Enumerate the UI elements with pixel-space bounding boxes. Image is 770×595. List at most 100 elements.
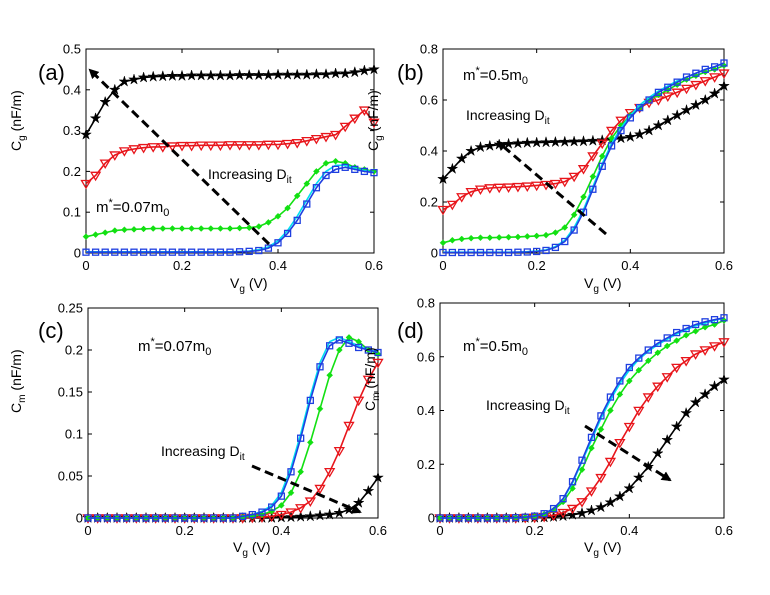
data-point	[561, 237, 569, 246]
series-blue	[436, 314, 728, 522]
data-point	[570, 211, 578, 219]
data-point	[255, 223, 263, 230]
y-tick-label: 0.4	[63, 82, 81, 97]
data-point	[689, 98, 702, 111]
data-point	[243, 141, 255, 151]
data-point	[680, 406, 693, 419]
data-point	[108, 83, 121, 95]
annotation-text: Increasing Dit	[466, 107, 550, 127]
data-point	[168, 248, 177, 256]
data-point	[123, 514, 131, 522]
data-point	[195, 69, 208, 81]
data-point	[586, 134, 599, 146]
data-point	[455, 514, 463, 522]
data-point	[644, 346, 652, 354]
data-point	[345, 339, 353, 347]
data-point	[624, 130, 637, 143]
data-point	[446, 200, 459, 211]
effective-mass-label: m*=0.07m0	[138, 336, 211, 358]
increasing-dit-arrow	[496, 140, 607, 236]
data-point	[291, 139, 303, 149]
data-point	[171, 514, 179, 522]
data-point	[673, 337, 681, 344]
data-point	[558, 135, 571, 148]
data-point	[128, 145, 140, 155]
data-point	[673, 328, 681, 337]
data-point	[300, 68, 313, 80]
data-point	[717, 373, 731, 385]
data-point	[708, 87, 721, 99]
data-point	[523, 233, 531, 240]
data-point	[371, 471, 385, 483]
data-point	[458, 235, 466, 243]
data-point	[214, 141, 227, 152]
data-point	[262, 140, 275, 151]
y-tick-label: 0.05	[58, 469, 83, 484]
data-point	[137, 143, 150, 154]
data-point	[533, 232, 541, 240]
series-line	[88, 336, 379, 519]
y-tick-label: 0.25	[58, 301, 83, 316]
data-point	[362, 375, 374, 386]
data-point	[258, 508, 266, 516]
data-point	[607, 407, 614, 414]
data-point	[319, 67, 333, 80]
data-point	[642, 393, 654, 403]
data-point	[368, 118, 380, 129]
data-point	[303, 180, 311, 187]
data-point	[689, 396, 702, 408]
series-line	[440, 378, 725, 519]
data-point	[159, 225, 167, 232]
data-point	[633, 406, 645, 417]
data-point	[253, 141, 265, 151]
data-point	[587, 152, 599, 162]
y-tick-label: 0.4	[420, 144, 438, 159]
y-tick-label: 0.5	[63, 42, 81, 57]
data-point	[671, 88, 683, 99]
data-point	[465, 144, 478, 157]
data-point	[271, 68, 285, 80]
data-point	[616, 377, 624, 385]
data-point	[661, 373, 673, 383]
data-point	[219, 514, 227, 522]
x-axis-title: Vg (V)	[584, 539, 622, 559]
x-tick-label: 0.6	[715, 258, 733, 273]
data-point	[616, 391, 624, 398]
data-point	[316, 405, 324, 413]
data-point	[91, 248, 100, 256]
y-tick-label: 0.4	[417, 403, 435, 418]
data-point	[178, 225, 186, 232]
data-point	[109, 151, 121, 161]
data-point	[530, 136, 543, 148]
data-point	[268, 503, 276, 511]
data-point	[120, 248, 129, 256]
data-point	[166, 142, 179, 152]
panel-label: (a)	[38, 60, 65, 85]
data-point	[559, 494, 567, 503]
series-line	[440, 317, 725, 519]
x-tick-label: 0.2	[528, 258, 546, 273]
data-point	[187, 248, 196, 256]
data-point	[103, 514, 111, 522]
data-point	[235, 248, 244, 256]
series-green	[439, 62, 728, 247]
data-point	[654, 88, 663, 96]
data-point	[326, 371, 334, 379]
data-point	[142, 514, 150, 522]
series-blue	[82, 163, 378, 256]
data-point	[701, 323, 709, 331]
data-point	[577, 165, 590, 175]
data-point	[587, 433, 596, 442]
data-point	[175, 69, 189, 82]
data-point	[531, 181, 543, 192]
data-point	[331, 165, 340, 174]
effective-mass-label: m*=0.07m0	[96, 197, 169, 219]
panel-c: 0 0.2 0.4 0.6 0 0.05 0.1 0.15 0.2 0.25 Increasing …	[8, 301, 387, 560]
series-blue	[84, 336, 382, 522]
x-tick-label: 0	[84, 523, 91, 538]
series-line	[86, 166, 375, 253]
y-tick-label: 0.8	[417, 296, 435, 311]
data-point	[111, 248, 119, 256]
data-point	[632, 471, 645, 483]
